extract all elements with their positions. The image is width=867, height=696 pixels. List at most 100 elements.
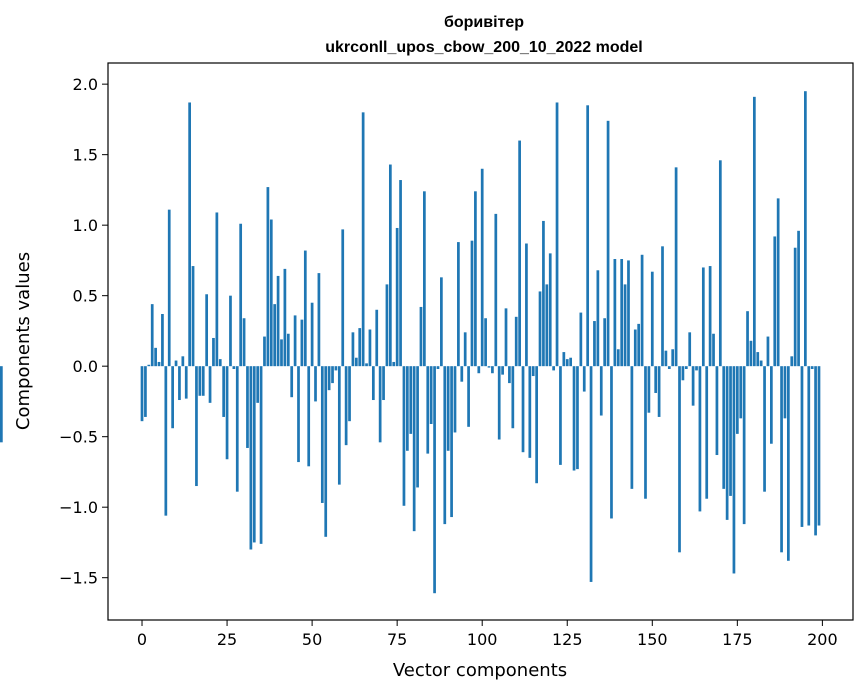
bar	[559, 366, 562, 465]
bar	[351, 332, 355, 367]
bar	[161, 314, 164, 367]
bar	[358, 328, 362, 367]
bar	[361, 112, 365, 367]
bar	[157, 361, 161, 367]
bar	[678, 366, 681, 553]
x-tick-label: 175	[722, 630, 753, 649]
bar	[467, 366, 470, 427]
bar	[613, 259, 617, 367]
bar	[650, 271, 654, 367]
bar	[474, 191, 477, 367]
bar	[804, 91, 807, 367]
y-axis-label: Components values	[13, 252, 34, 430]
bar	[586, 105, 590, 367]
bar	[433, 366, 436, 594]
bar	[637, 323, 641, 367]
bar	[167, 209, 171, 367]
bar	[644, 366, 647, 499]
bar	[545, 284, 549, 367]
bar	[542, 220, 545, 367]
bar	[249, 366, 253, 550]
bar	[178, 366, 181, 401]
bar	[531, 366, 535, 377]
y-tick-label: 0.0	[73, 357, 98, 376]
bar	[484, 318, 487, 367]
x-axis-ticks: 0 25 50 75 100 125 150 175 200	[137, 620, 838, 649]
bar	[487, 366, 491, 368]
bar	[388, 164, 392, 367]
bar	[331, 366, 334, 384]
bar	[378, 366, 382, 443]
bar	[746, 311, 749, 367]
bar	[810, 366, 814, 369]
bar	[691, 366, 695, 406]
bar	[491, 366, 494, 374]
x-tick-label: 200	[807, 630, 838, 649]
bar	[514, 316, 518, 367]
bar	[525, 243, 528, 367]
bar	[596, 270, 600, 367]
bar	[440, 277, 443, 367]
bar	[562, 352, 566, 367]
bar	[354, 357, 358, 367]
bar	[191, 266, 195, 367]
bar	[657, 366, 661, 417]
bar	[572, 366, 576, 471]
bar	[797, 230, 800, 367]
bar	[365, 363, 368, 367]
bar	[593, 321, 596, 367]
bar	[341, 229, 345, 367]
bar	[715, 366, 719, 456]
bar	[667, 366, 671, 369]
bar	[307, 366, 311, 467]
bar	[701, 267, 705, 367]
x-tick-label: 0	[137, 630, 147, 649]
bar	[548, 253, 552, 367]
bar	[627, 260, 630, 367]
bar	[181, 356, 185, 367]
bar	[800, 366, 804, 527]
bar	[688, 332, 692, 367]
bar	[218, 359, 222, 367]
bar	[735, 366, 739, 434]
bar	[814, 366, 817, 536]
bar	[647, 366, 651, 413]
bar	[164, 366, 168, 516]
bar	[150, 304, 154, 367]
bar	[569, 357, 573, 367]
bar	[385, 284, 389, 367]
bar	[348, 366, 351, 422]
bar	[535, 366, 538, 484]
bar	[501, 366, 504, 375]
bar	[664, 350, 668, 367]
bar	[286, 333, 290, 367]
bar	[576, 366, 579, 470]
x-tick-label: 50	[302, 630, 322, 649]
x-tick-label: 25	[217, 630, 237, 649]
bar	[188, 102, 191, 367]
bar	[480, 168, 484, 367]
bar	[616, 349, 620, 367]
bar	[790, 356, 794, 367]
bar	[518, 140, 521, 367]
chart-subtitle: ukrconll_upos_cbow_200_10_2022 model	[325, 39, 642, 56]
bar	[470, 240, 474, 367]
bar	[783, 366, 787, 419]
bar	[375, 309, 379, 367]
bar	[317, 273, 321, 367]
bar	[661, 246, 664, 367]
x-tick-label: 150	[637, 630, 668, 649]
bar	[436, 366, 440, 369]
y-tick-label: −0.5	[59, 428, 98, 447]
bar	[423, 191, 426, 367]
bar	[426, 366, 430, 454]
chart-title: боривітер	[444, 14, 524, 31]
bar	[725, 366, 729, 520]
bar	[324, 366, 328, 537]
bar	[419, 306, 423, 367]
bar	[327, 366, 331, 391]
bar	[654, 366, 658, 393]
bar	[555, 102, 559, 367]
bar	[409, 366, 413, 434]
bar	[225, 366, 229, 460]
